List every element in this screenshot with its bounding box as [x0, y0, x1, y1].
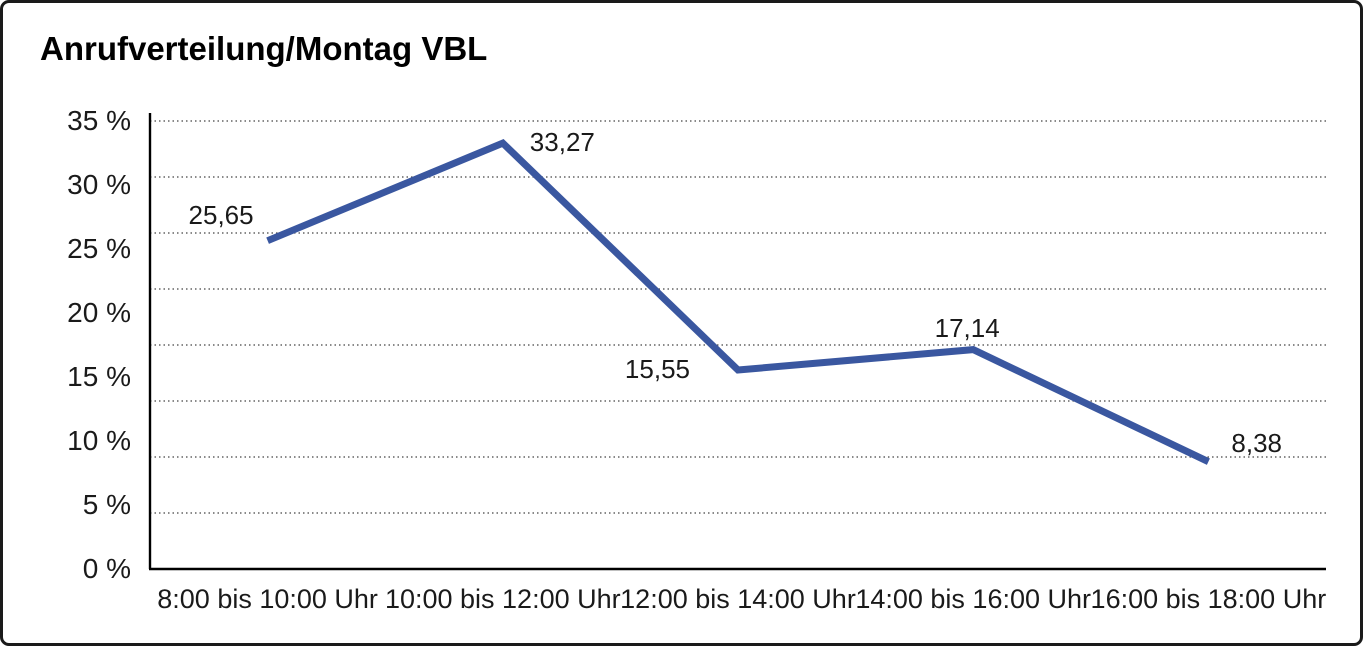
data-point-label: 33,27 [529, 127, 595, 158]
chart-line [266, 138, 1210, 465]
y-tick-label: 0 % [82, 553, 131, 584]
x-category-label: 14:00 bis 16:00 Uhr [855, 584, 1092, 614]
y-tick-label: 15 % [67, 361, 131, 392]
y-tick-label: 10 % [67, 425, 131, 456]
data-point-label: 8,38 [1231, 427, 1282, 458]
plot-area [148, 113, 1326, 571]
y-tick-label: 35 % [67, 105, 131, 136]
chart-title: Anrufverteilung/Montag VBL [40, 30, 488, 67]
data-point-label: 17,14 [934, 312, 1000, 343]
data-point-label: 25,65 [188, 199, 254, 230]
x-category-label: 16:00 bis 18:00 Uhr [1090, 584, 1327, 614]
x-category-label: 10:00 bis 12:00 Uhr [384, 584, 621, 614]
x-category-label: 12:00 bis 14:00 Uhr [620, 584, 856, 614]
y-tick-label: 25 % [67, 233, 131, 264]
data-point-label: 15,55 [624, 353, 690, 384]
x-category-label: 8:00 bis 10:00 Uhr [157, 584, 378, 614]
y-tick-label: 20 % [67, 297, 131, 328]
y-tick-label: 5 % [82, 489, 131, 520]
y-tick-label: 30 % [67, 169, 131, 200]
